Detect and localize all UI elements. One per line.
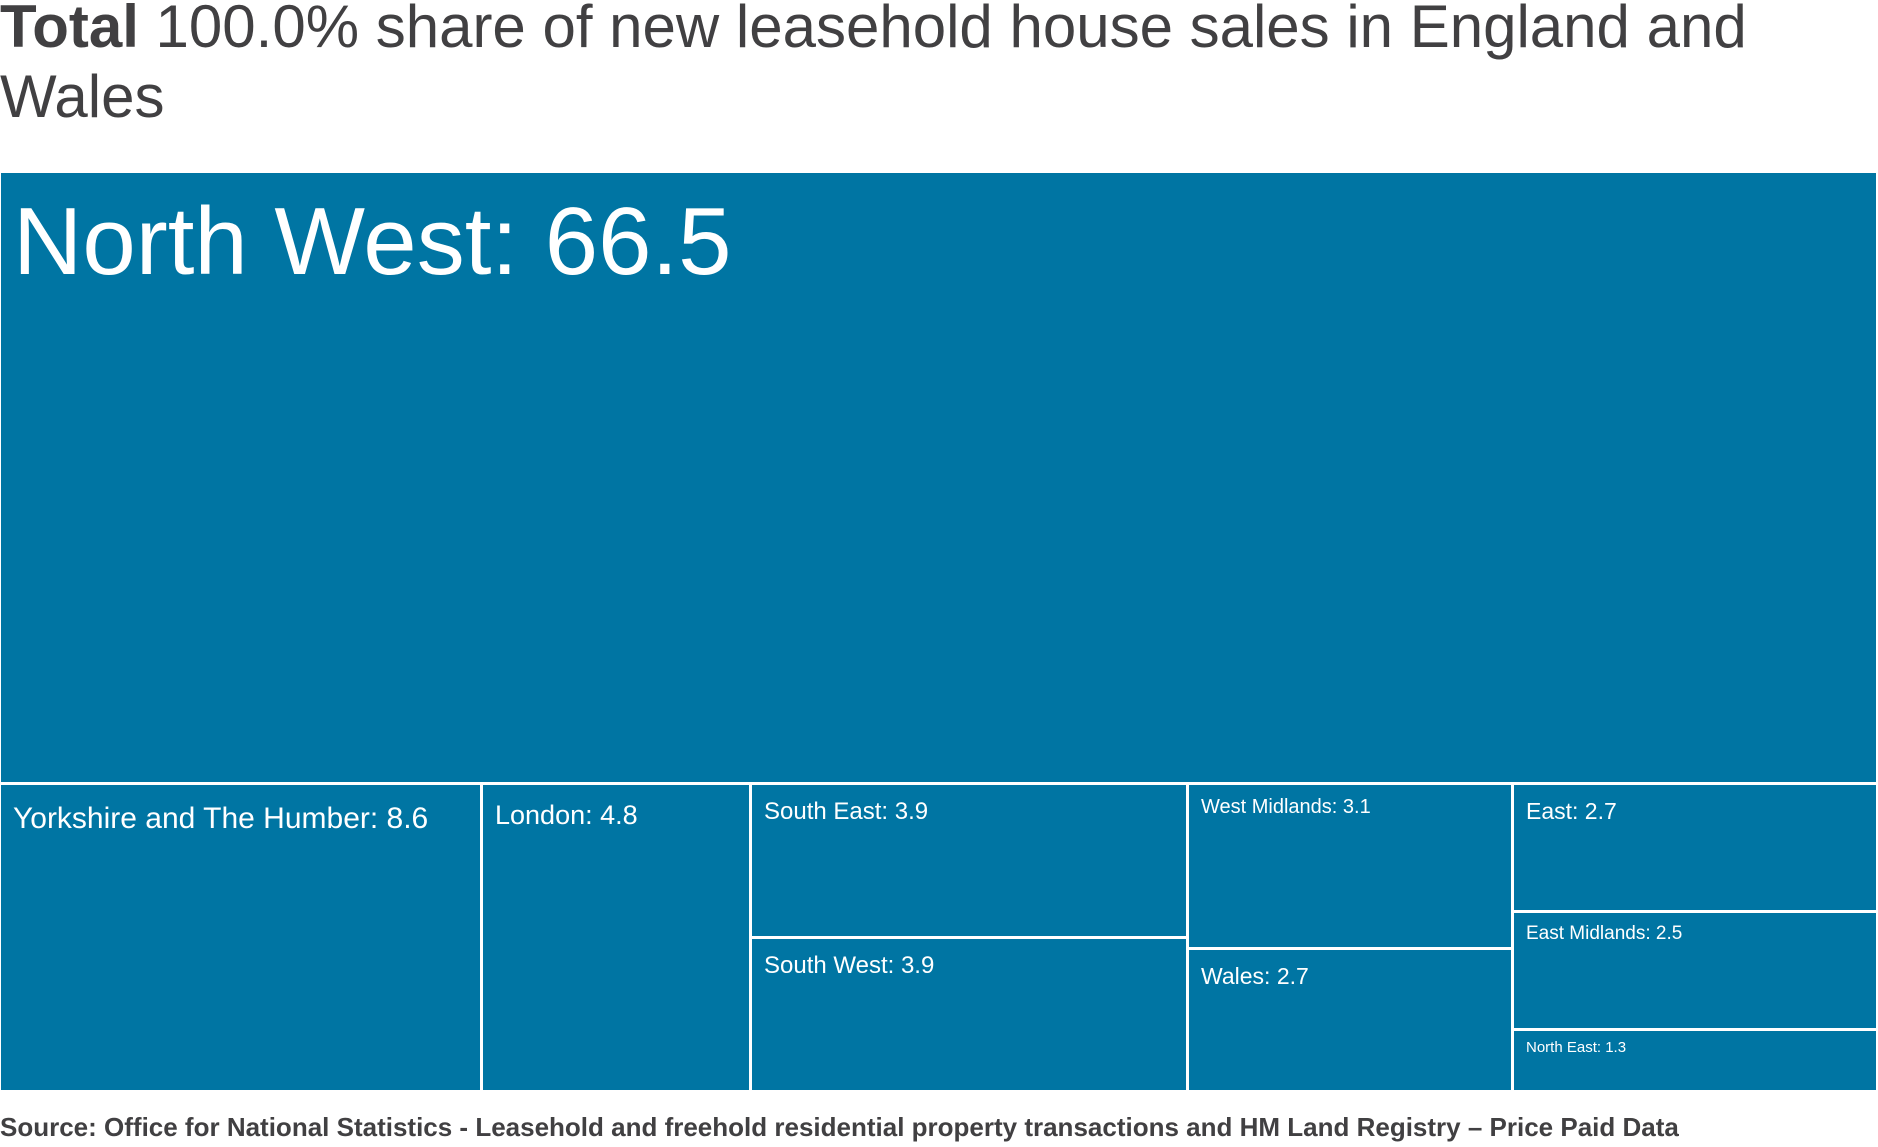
treemap-tile-label: Wales: 2.7 xyxy=(1201,963,1309,989)
treemap-tile-south-west: South West: 3.9 xyxy=(752,939,1186,1090)
chart-title: Total 100.0% share of new leasehold hous… xyxy=(0,0,1860,132)
treemap-tile-label: North East: 1.3 xyxy=(1526,1039,1627,1056)
chart-title-bold: Total xyxy=(0,0,139,60)
treemap-tile-north-east: North East: 1.3 xyxy=(1514,1031,1876,1090)
treemap-tile-east-midlands: East Midlands: 2.5 xyxy=(1514,913,1876,1028)
treemap-tile-label: North West: 66.5 xyxy=(13,188,732,295)
treemap-tile-yorkshire-and-the-humber: Yorkshire and The Humber: 8.6 xyxy=(1,785,480,1090)
treemap-tile-london: London: 4.8 xyxy=(483,785,749,1090)
treemap-tile-label: East: 2.7 xyxy=(1526,798,1617,824)
treemap-tile-north-west: North West: 66.5 xyxy=(1,173,1876,782)
treemap-tile-label: London: 4.8 xyxy=(495,800,638,830)
treemap-tile-label: West Midlands: 3.1 xyxy=(1201,796,1371,818)
treemap-tile-label: South West: 3.9 xyxy=(764,952,935,979)
treemap-tile-wales: Wales: 2.7 xyxy=(1189,950,1511,1090)
treemap: North West: 66.5 Yorkshire and The Humber… xyxy=(0,172,1878,1092)
treemap-tile-south-east: South East: 3.9 xyxy=(752,785,1186,936)
treemap-tile-west-midlands: West Midlands: 3.1 xyxy=(1189,785,1511,947)
treemap-tile-east: East: 2.7 xyxy=(1514,785,1876,910)
chart-title-rest: 100.0% share of new leasehold house sale… xyxy=(0,0,1747,130)
treemap-tile-label: East Midlands: 2.5 xyxy=(1526,923,1683,944)
source-note: Source: Office for National Statistics -… xyxy=(0,1112,1679,1142)
treemap-tile-label: South East: 3.9 xyxy=(764,798,929,825)
treemap-tile-label: Yorkshire and The Humber: 8.6 xyxy=(13,802,429,835)
